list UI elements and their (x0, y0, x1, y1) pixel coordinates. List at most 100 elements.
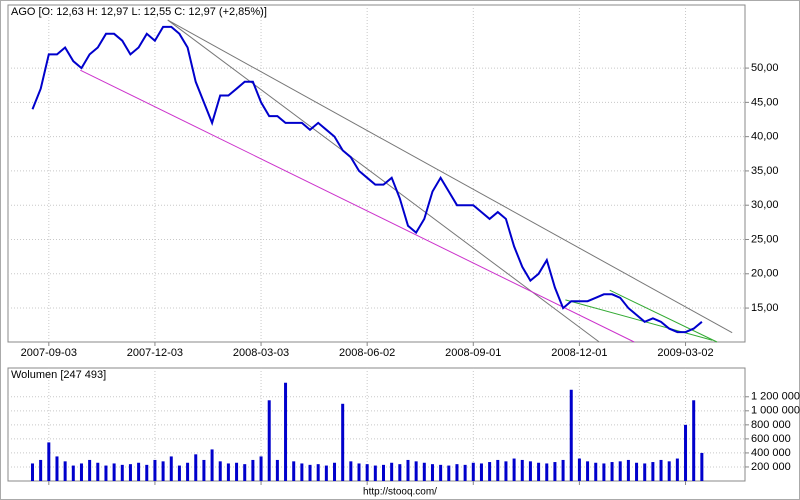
volume-bar (610, 462, 614, 481)
y-tick-label: 15,00 (751, 302, 779, 314)
volume-bar (471, 462, 475, 481)
volume-bar (684, 424, 688, 481)
volume-bar (259, 456, 263, 481)
volume-bar (700, 452, 704, 481)
y-tick-label: 25,00 (751, 233, 779, 245)
volume-bar (659, 459, 663, 481)
volume-bar (30, 463, 34, 481)
volume-bar (210, 449, 214, 481)
x-tick-label: 2007-12-03 (127, 347, 183, 359)
x-tick-label: 2008-12-01 (551, 347, 607, 359)
volume-bar (439, 464, 443, 481)
footer: http://stooq.com/ (363, 487, 437, 498)
volume-bar (137, 462, 141, 481)
volume-bar (235, 462, 239, 481)
volume-bar (79, 463, 83, 481)
trendline (565, 299, 713, 341)
volume-bar (488, 462, 492, 481)
volume-bar (153, 459, 157, 481)
volume-bar (308, 464, 312, 481)
trendline (167, 19, 600, 343)
volume-bar (643, 463, 647, 481)
volume-bar (381, 464, 385, 481)
y-tick-label: 400 000 (751, 447, 791, 459)
volume-bar (569, 389, 573, 481)
volume-bar (561, 459, 565, 481)
price-line (31, 25, 703, 334)
volume-bar (251, 459, 255, 481)
x-tick-label: 2008-09-01 (445, 347, 501, 359)
volume-bar (226, 463, 230, 481)
volume-bar (120, 464, 124, 481)
volume-bar (161, 461, 165, 481)
y-tick-label: 30,00 (751, 199, 779, 211)
x-tick-label: 2008-06-02 (339, 347, 395, 359)
volume-bar (651, 462, 655, 481)
volume-bar (406, 459, 410, 481)
x-tick-label: 2007-09-03 (21, 347, 77, 359)
y-tick-label: 600 000 (751, 433, 791, 445)
volume-bar (635, 462, 639, 481)
plot-area (7, 4, 746, 343)
volume-bar (145, 464, 149, 481)
volume-bar (479, 463, 483, 481)
volume-bar (341, 403, 345, 481)
panel-title: Wolumen [247 493] (11, 369, 106, 381)
trendline (80, 69, 635, 343)
volume-bar (292, 461, 296, 481)
volume-bar (626, 459, 630, 481)
volume-bar (545, 463, 549, 481)
volume-bar (275, 459, 279, 481)
volume-bar (430, 464, 434, 481)
volume-bar (496, 459, 500, 481)
volume-bar (194, 454, 198, 481)
volume-bar (112, 463, 116, 481)
volume-bar (504, 461, 508, 481)
volume-bar (512, 458, 516, 481)
volume-bar (528, 461, 532, 481)
y-tick-label: 800 000 (751, 419, 791, 431)
trendline (167, 19, 733, 334)
volume-bar (128, 464, 132, 481)
volume-bar (553, 462, 557, 481)
volume-bar (373, 465, 377, 481)
volume-bar (324, 465, 328, 481)
y-tick-label: 40,00 (751, 131, 779, 143)
volume-bar (218, 461, 222, 481)
volume-bar (390, 462, 394, 481)
volume-bar (357, 463, 361, 481)
volume-bar (594, 462, 598, 481)
volume-bar (47, 442, 51, 481)
y-tick-label: 200 000 (751, 461, 791, 473)
volume-bar (692, 400, 696, 481)
volume-bar (520, 459, 524, 481)
volume-bar (455, 464, 459, 481)
x-tick-label: 2008-03-03 (233, 347, 289, 359)
y-tick-label: 1 000 000 (751, 405, 800, 417)
volume-bar (267, 400, 271, 481)
volume-bar (365, 464, 369, 481)
volume-bar (186, 462, 190, 481)
volume-bar (104, 465, 108, 481)
volume-bar (202, 459, 206, 481)
volume-bar (39, 459, 43, 481)
volume-bar (63, 461, 67, 481)
volume-bar (537, 462, 541, 481)
volume-bar (169, 456, 173, 481)
volume-bar (675, 458, 679, 481)
volume-bar (333, 462, 337, 481)
volume-bar (667, 461, 671, 481)
y-tick-label: 45,00 (751, 96, 779, 108)
volume-bar (602, 463, 606, 481)
y-tick-label: 50,00 (751, 62, 779, 74)
volume-bar (577, 458, 581, 481)
plot-area (7, 367, 746, 482)
volume-bar (284, 382, 288, 481)
volume-bar (55, 456, 59, 481)
volume-bar (300, 463, 304, 481)
volume-bar (71, 465, 75, 481)
volume-bar (422, 462, 426, 481)
y-tick-label: 35,00 (751, 165, 779, 177)
volume-bar (414, 461, 418, 481)
x-tick-label: 2009-03-02 (657, 347, 713, 359)
